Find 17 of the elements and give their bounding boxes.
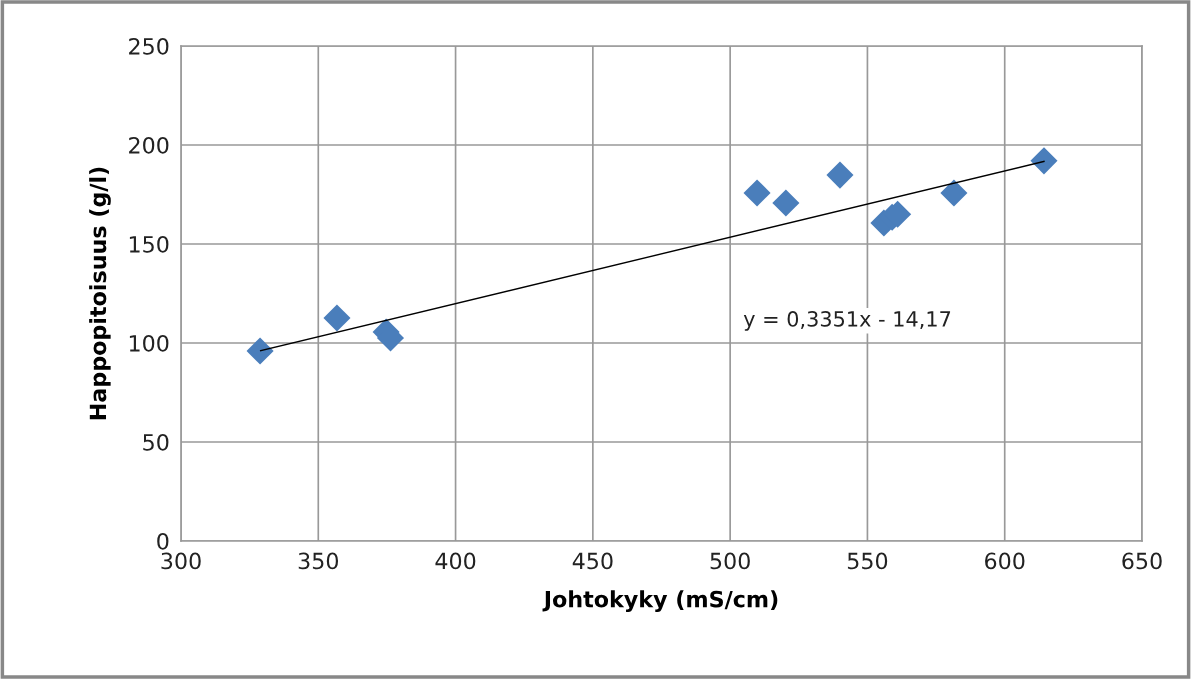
x-tick-label: 300 [161,552,201,570]
x-tick-label: 650 [1122,552,1162,570]
y-tick-label: 100 [129,334,169,352]
x-axis-title: Johtokyky (mS/cm) [542,590,778,612]
x-tick-label: 350 [298,552,339,570]
x-tick-label: 500 [710,552,750,570]
x-tick-label: 450 [572,552,613,570]
y-tick-label: 0 [157,532,169,550]
x-tick-label: 550 [847,552,888,570]
y-tick-label: 250 [129,37,169,55]
x-tick-label: 600 [985,552,1025,570]
y-tick-label: 50 [143,433,169,451]
annotation: y = 0,3351x - 14,17 [743,311,951,331]
y-axis-title: Happopitoisuus (g/l) [89,167,111,420]
y-tick-label: 150 [129,235,169,253]
y-tick-label: 200 [129,136,169,154]
x-tick-label: 400 [435,552,476,570]
